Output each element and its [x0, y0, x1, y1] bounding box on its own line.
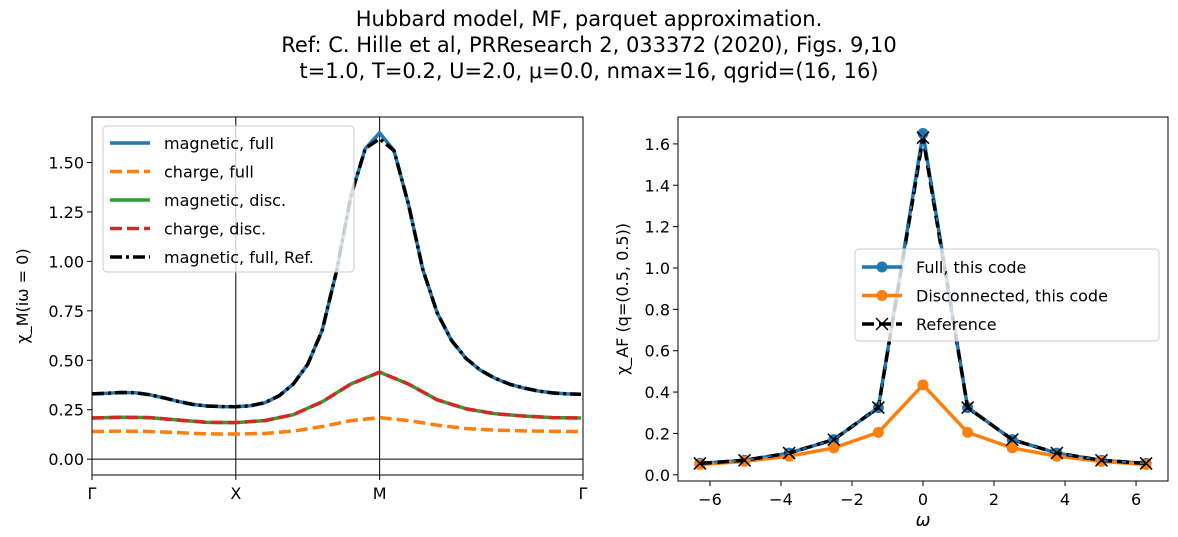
- right-series-line-1: [699, 383, 1147, 467]
- left-legend-label-2: magnetic, disc.: [164, 191, 286, 210]
- right-xtick-label: 2: [989, 490, 999, 509]
- figure-title-line-1: Hubbard model, MF, parquet approximation…: [355, 7, 823, 31]
- right-legend-label-1: Disconnected, this code: [916, 287, 1108, 306]
- left-legend-box: [102, 125, 355, 273]
- right-ytick-label: 0.0: [645, 466, 670, 485]
- left-legend-label-3: charge, disc.: [164, 220, 266, 239]
- right-series-2-point: [1005, 433, 1019, 447]
- right-series-1-point: [1006, 442, 1018, 454]
- right-series-2-point: [1050, 446, 1064, 460]
- right-xtick-label: 4: [1060, 490, 1070, 509]
- left-legend-label-1: charge, full: [164, 163, 254, 182]
- right-series-2-point: [871, 401, 885, 415]
- right-ytick-label: 1.0: [645, 259, 670, 278]
- right-xtick-label: −4: [769, 490, 793, 509]
- right-ytick-label: 1.4: [645, 176, 670, 195]
- right-ytick-label: 0.8: [645, 300, 670, 319]
- figure-title-line-3: t=1.0, T=0.2, U=2.0, μ=0.0, nmax=16, qgr…: [299, 59, 879, 83]
- left-ytick-label: 1.00: [48, 252, 84, 271]
- right-series-0-point: [917, 128, 929, 140]
- left-series-line-3: [92, 370, 582, 425]
- left-xtick-label: X: [230, 484, 241, 503]
- left-ytick-label: 0.50: [48, 351, 84, 370]
- right-legend-marker-2: [875, 317, 889, 331]
- left-ytick-label: 0.75: [48, 302, 84, 321]
- left-xtick-label: M: [373, 484, 387, 503]
- right-ytick-label: 1.2: [645, 218, 670, 237]
- left-legend-label-4: magnetic, full, Ref.: [164, 248, 314, 267]
- right-legend-label-0: Full, this code: [916, 258, 1026, 277]
- left-axes-frame: [91, 116, 584, 476]
- right-legend-marker-1: [876, 290, 888, 301]
- left-xtick-label: Γ: [579, 484, 588, 503]
- right-series-2-point: [1139, 456, 1153, 470]
- left-series-line-1: [92, 415, 581, 436]
- right-plot-series: [693, 128, 1153, 470]
- right-xlabel: ω: [915, 510, 930, 531]
- left-ylabel: χ_M(iω = 0): [13, 248, 33, 343]
- left-ytick-label: 0.25: [48, 401, 84, 420]
- left-ytick-label: 0.00: [48, 450, 84, 469]
- right-series-1-point: [828, 442, 840, 454]
- right-xtick-label: 0: [918, 490, 928, 509]
- right-series-1-point: [872, 426, 884, 438]
- right-series-overlay: [699, 133, 1147, 465]
- right-legend-marker-0: [876, 261, 888, 273]
- left-ytick-label: 1.50: [48, 153, 84, 172]
- left-legend-label-0: magnetic, full: [164, 134, 274, 153]
- left-ytick-label: 1.25: [48, 203, 84, 222]
- right-ylabel: χ_AF (q=(0.5, 0.5)): [613, 223, 633, 375]
- right-legend-label-2: Reference: [916, 315, 997, 334]
- right-series-2-point: [1094, 453, 1109, 467]
- right-xtick-label: 6: [1131, 490, 1141, 509]
- right-series-1-point: [962, 426, 974, 438]
- right-ytick-label: 0.6: [645, 342, 670, 361]
- right-series-2-point: [693, 456, 707, 470]
- right-ytick-label: 1.6: [645, 135, 670, 154]
- figure-title-line-2: Ref: C. Hille et al, PRResearch 2, 03337…: [281, 33, 897, 57]
- left-xtick-label: Γ: [88, 484, 97, 503]
- right-ytick-label: 0.4: [645, 383, 670, 402]
- right-series-2-point: [737, 453, 752, 467]
- right-ytick-label: 0.2: [645, 424, 670, 443]
- right-legend-box: [854, 248, 1160, 342]
- right-xtick-label: −6: [698, 490, 722, 509]
- right-series-1-point: [917, 379, 929, 391]
- right-xtick-label: −2: [840, 490, 864, 509]
